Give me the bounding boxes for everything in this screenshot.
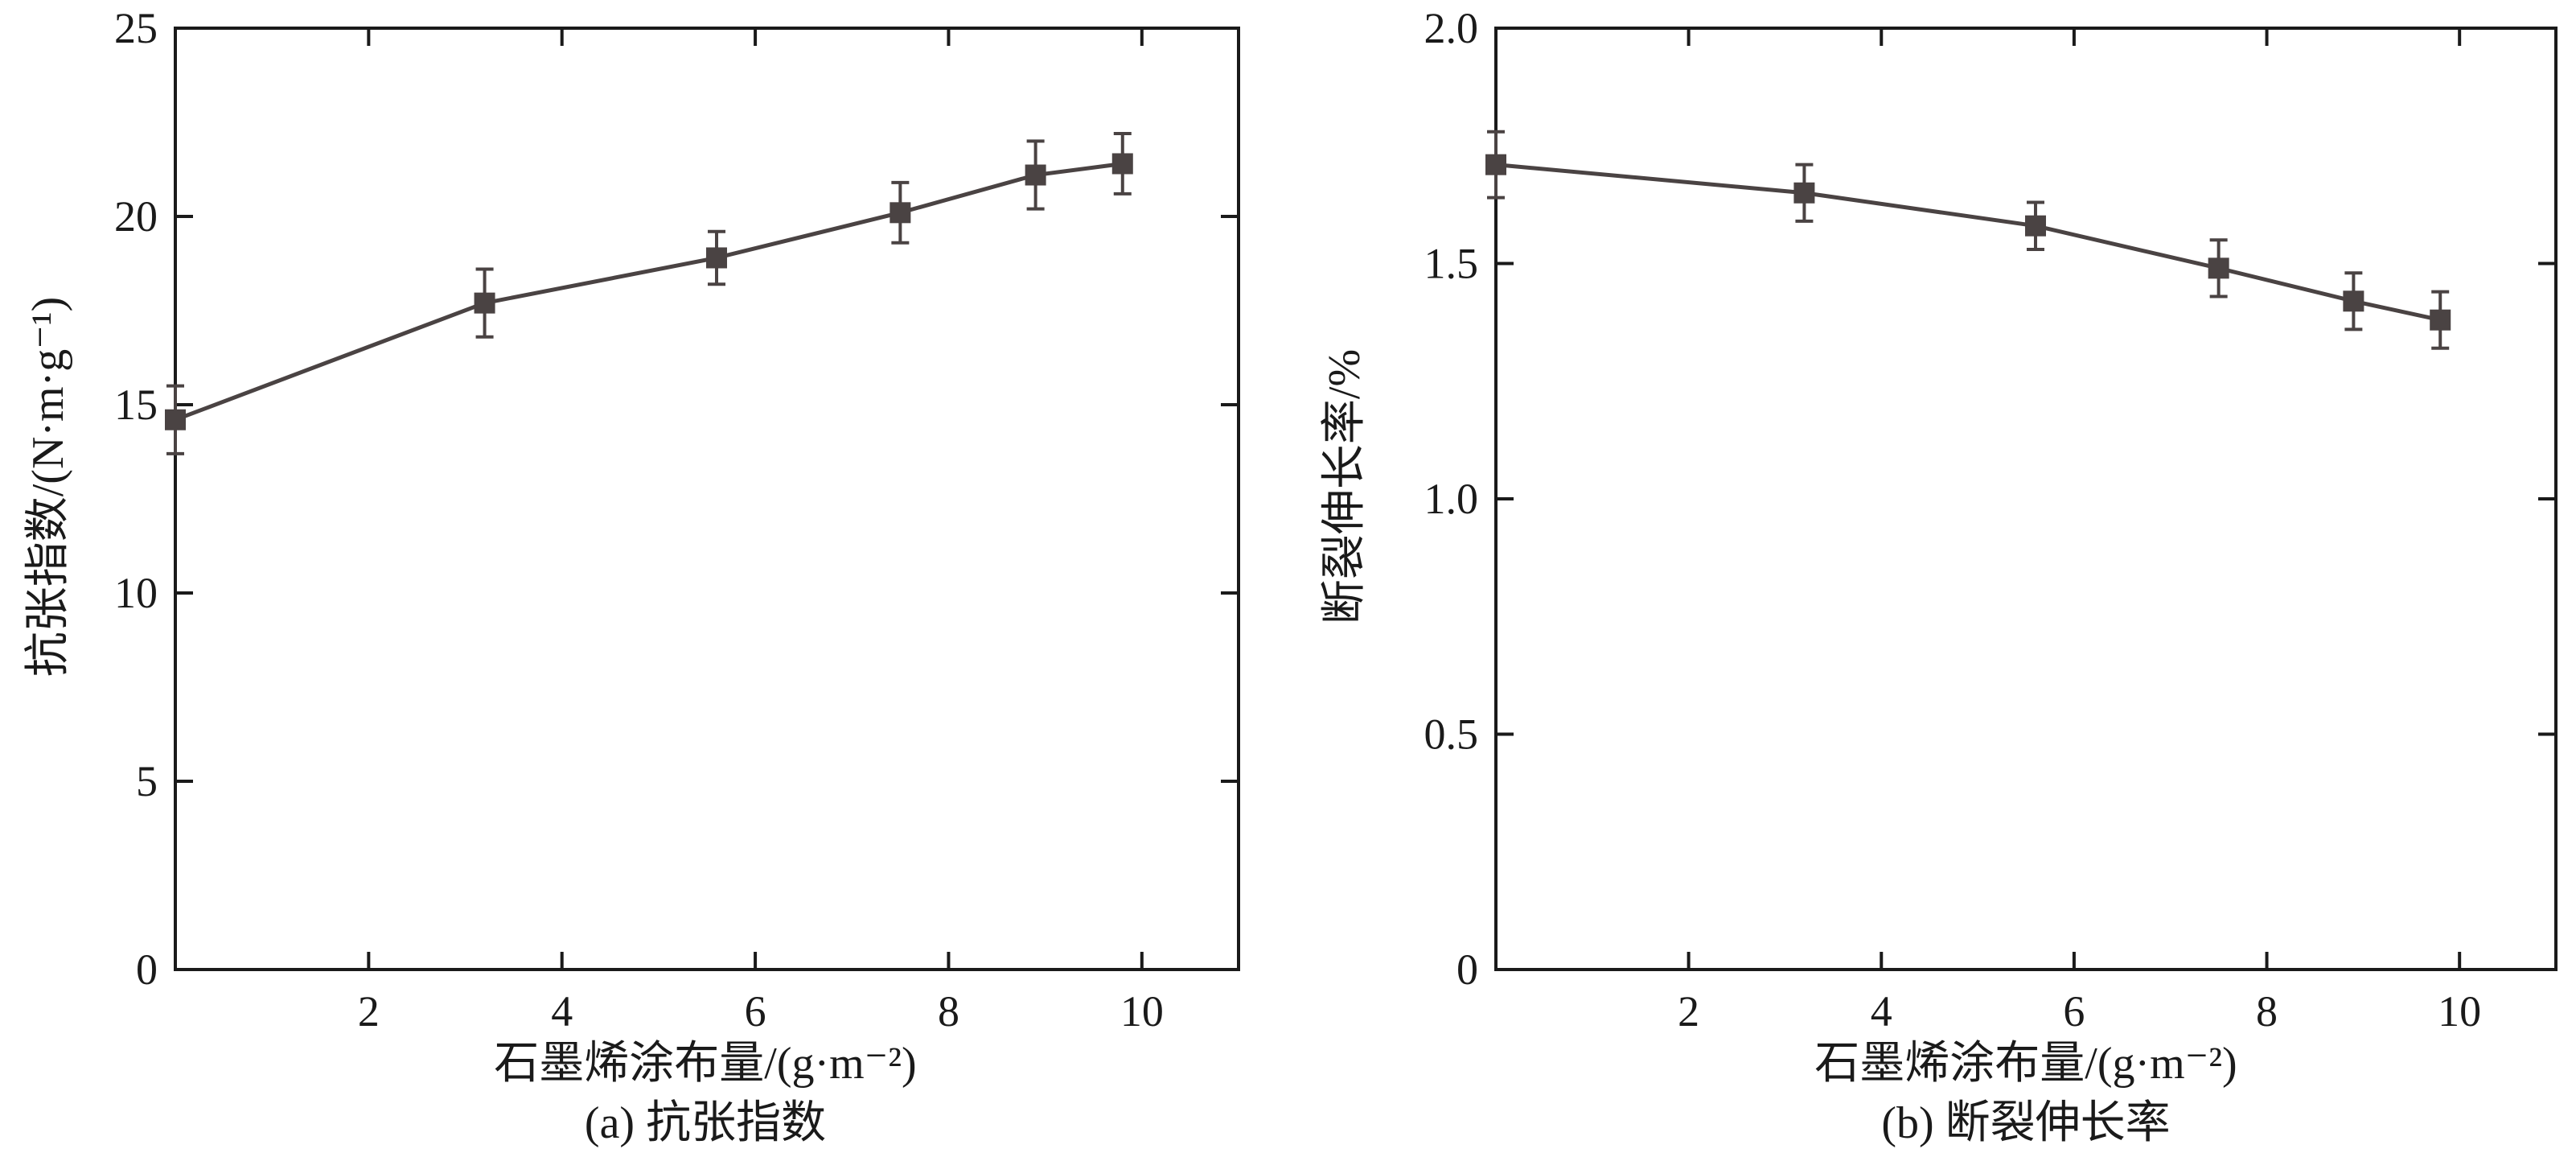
x-tick-label-b: 6 — [2063, 987, 2085, 1036]
data-point-a — [1111, 153, 1133, 175]
plot-area-a: 0 5 10 15 20 25 2 4 6 8 10 — [114, 4, 1240, 1036]
y-tick-label-a: 10 — [114, 569, 158, 617]
data-point-b — [1485, 154, 1506, 175]
panel-b: 0 0.5 1.0 1.5 2.0 2 4 6 8 10 石墨烯涂布量/(g·m⁻²) 断裂伸长率… — [1320, 4, 2558, 1148]
x-tick-label-b: 10 — [2438, 987, 2481, 1036]
data-point-b — [2430, 309, 2451, 331]
y-tick-label-b: 2.0 — [1424, 4, 1479, 52]
plot-frame-b — [1494, 27, 2558, 971]
y-tick-label-a: 20 — [114, 192, 158, 241]
plot-frame-a — [174, 27, 1240, 971]
x-tick-label-b: 8 — [2256, 987, 2278, 1036]
x-axis-label-b: 石墨烯涂布量/(g·m⁻²) — [1814, 1039, 2237, 1089]
x-tick-label-a: 2 — [358, 987, 380, 1036]
data-point-b — [1793, 182, 1815, 204]
y-tick-label-a: 25 — [114, 4, 158, 52]
data-point-a — [474, 292, 495, 314]
panel-a: 0 5 10 15 20 25 2 4 6 8 10 石墨烯涂布量/(g·m⁻²) 抗张指数/(N·… — [23, 4, 1240, 1148]
y-tick-label-b: 0.5 — [1424, 710, 1479, 759]
series-line-a — [175, 162, 1124, 422]
data-point-a — [165, 409, 186, 430]
y-tick-label-b: 1.5 — [1424, 240, 1479, 288]
data-point-b — [2208, 257, 2229, 279]
series-line-b — [1495, 163, 2441, 323]
y-axis-label-a: 抗张指数/(N·m·g⁻¹) — [23, 297, 73, 677]
x-tick-label-a: 8 — [938, 987, 959, 1036]
y-tick-label-a: 0 — [136, 945, 158, 994]
data-point-b — [2024, 215, 2046, 237]
y-tick-label-a: 15 — [114, 381, 158, 429]
y-axis-label-b: 断裂伸长率/% — [1320, 349, 1370, 624]
data-point-a — [706, 247, 728, 269]
plot-area-b: 0 0.5 1.0 1.5 2.0 2 4 6 8 10 — [1424, 4, 2558, 1036]
data-point-b — [2343, 290, 2364, 312]
x-axis-label-a: 石墨烯涂布量/(g·m⁻²) — [494, 1039, 916, 1089]
x-tick-label-b: 4 — [1871, 987, 1892, 1036]
data-point-a — [889, 202, 911, 224]
x-tick-label-b: 2 — [1678, 987, 1699, 1036]
x-tick-label-a: 10 — [1120, 987, 1164, 1036]
x-tick-label-a: 6 — [745, 987, 766, 1036]
y-tick-label-a: 5 — [136, 757, 158, 805]
x-tick-label-a: 4 — [551, 987, 573, 1036]
y-tick-label-b: 0 — [1456, 945, 1478, 994]
data-point-a — [1025, 164, 1046, 186]
y-tick-label-b: 1.0 — [1424, 475, 1479, 523]
caption-b: (b) 断裂伸长率 — [1881, 1098, 2170, 1148]
caption-a: (a) 抗张指数 — [585, 1098, 826, 1148]
